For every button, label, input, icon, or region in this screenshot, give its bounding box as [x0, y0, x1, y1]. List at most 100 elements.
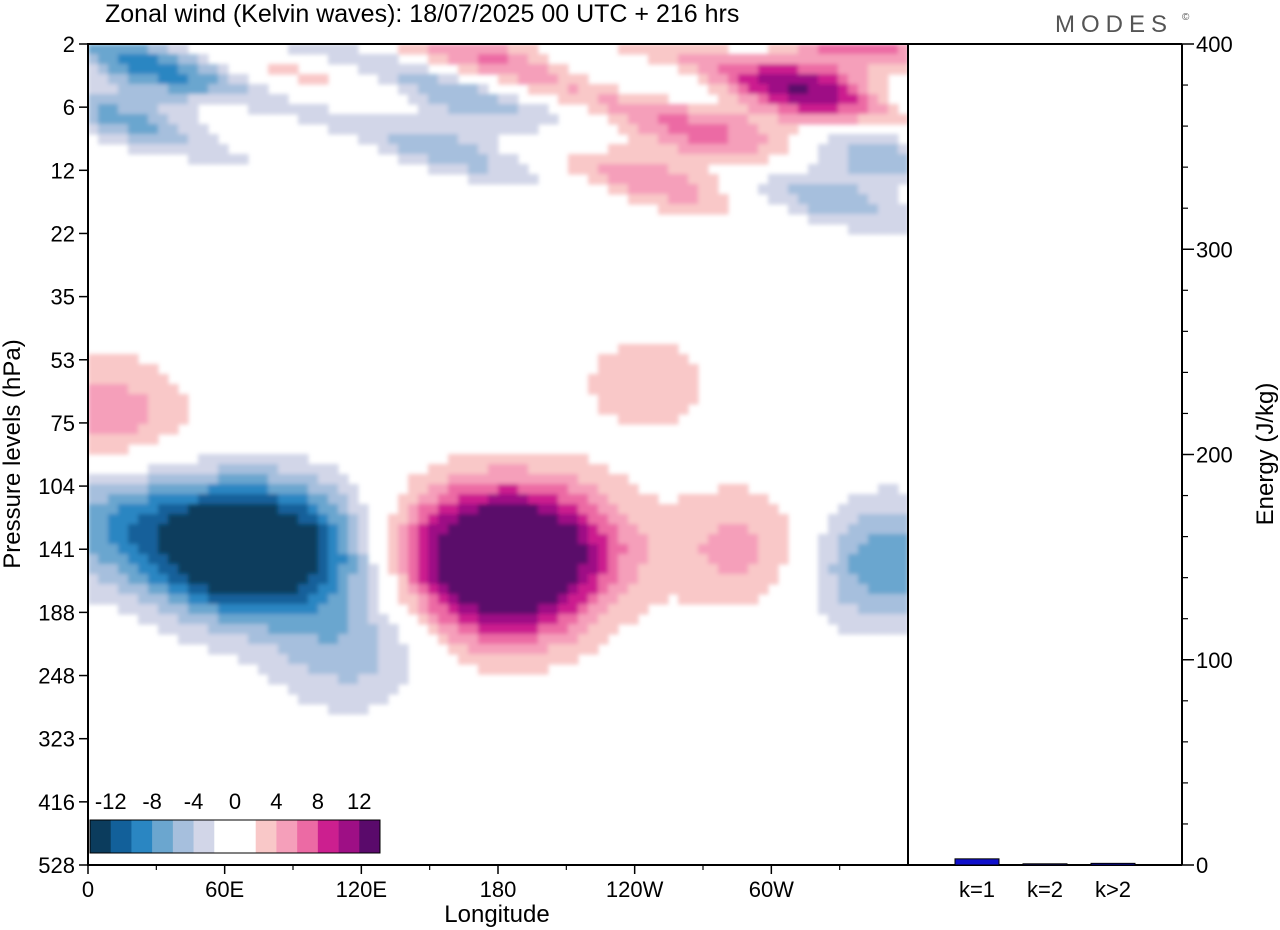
- heatmap-cell: [478, 454, 489, 465]
- heatmap-cell: [668, 124, 679, 135]
- heatmap-cell: [538, 494, 549, 505]
- heatmap-cell: [168, 524, 179, 535]
- heatmap-cell: [208, 84, 219, 95]
- heatmap-cell: [448, 94, 459, 105]
- heatmap-cell: [428, 604, 439, 615]
- heatmap-cell: [878, 174, 889, 185]
- heatmap-cell: [208, 64, 219, 75]
- heatmap-cell: [728, 94, 739, 105]
- heatmap-cell: [88, 114, 99, 125]
- heatmap-cell: [438, 584, 449, 595]
- heatmap-cell: [258, 614, 269, 625]
- heatmap-cell: [758, 124, 769, 135]
- heatmap-cell: [838, 544, 849, 555]
- heatmap-cell: [868, 224, 879, 235]
- heatmap-cell: [878, 574, 889, 585]
- heatmap-cell: [698, 64, 709, 75]
- heatmap-cell: [588, 504, 599, 515]
- heatmap-cell: [238, 614, 249, 625]
- heatmap-cell: [768, 194, 779, 205]
- heatmap-cell: [758, 64, 769, 75]
- heatmap-cell: [328, 114, 339, 125]
- heatmap-cell: [768, 554, 779, 565]
- heatmap-cell: [288, 504, 299, 515]
- heatmap-cell: [128, 564, 139, 575]
- heatmap-cell: [598, 514, 609, 525]
- heatmap-cell: [698, 174, 709, 185]
- heatmap-cell: [608, 544, 619, 555]
- heatmap-cell: [248, 634, 259, 645]
- energy-tick-label: 100: [1196, 648, 1233, 673]
- heatmap-cell: [438, 504, 449, 515]
- heatmap-cell: [518, 554, 529, 565]
- heatmap-cell: [708, 54, 719, 65]
- heatmap-cell: [408, 64, 419, 75]
- heatmap-cell: [638, 504, 649, 515]
- heatmap-cell: [718, 124, 729, 135]
- heatmap-cell: [878, 44, 889, 55]
- heatmap-cell: [688, 124, 699, 135]
- heatmap-cell: [688, 104, 699, 115]
- heatmap-cell: [118, 544, 129, 555]
- heatmap-cell: [278, 604, 289, 615]
- heatmap-cell: [538, 604, 549, 615]
- heatmap-cell: [618, 564, 629, 575]
- colorbar-label: 4: [270, 789, 282, 814]
- heatmap-cell: [338, 534, 349, 545]
- heatmap-cell: [848, 164, 859, 175]
- heatmap-cell: [468, 624, 479, 635]
- heatmap-cell: [818, 584, 829, 595]
- heatmap-cell: [108, 544, 119, 555]
- heatmap-cell: [528, 594, 539, 605]
- heatmap-cell: [128, 134, 139, 145]
- heatmap-cell: [568, 654, 579, 665]
- heatmap-cell: [288, 574, 299, 585]
- heatmap-cell: [748, 144, 759, 155]
- heatmap-cell: [468, 554, 479, 565]
- heatmap-cell: [358, 634, 369, 645]
- heatmap-cell: [88, 364, 99, 375]
- heatmap-cell: [538, 484, 549, 495]
- heatmap-cell: [138, 124, 149, 135]
- heatmap-cell: [898, 204, 908, 215]
- heatmap-cell: [418, 544, 429, 555]
- heatmap-cell: [268, 454, 279, 465]
- heatmap-cell: [378, 134, 389, 145]
- heatmap-cell: [648, 184, 659, 195]
- heatmap-cell: [898, 574, 908, 585]
- heatmap-cell: [188, 494, 199, 505]
- heatmap-cell: [478, 524, 489, 535]
- heatmap-cell: [618, 164, 629, 175]
- heatmap-cell: [858, 74, 869, 85]
- heatmap-cell: [318, 484, 329, 495]
- heatmap-cell: [438, 94, 449, 105]
- heatmap-cell: [228, 644, 239, 655]
- heatmap-cell: [638, 114, 649, 125]
- heatmap-cell: [438, 154, 449, 165]
- heatmap-cell: [628, 584, 639, 595]
- heatmap-cell: [718, 74, 729, 85]
- heatmap-cell: [848, 174, 859, 185]
- heatmap-cell: [898, 534, 908, 545]
- heatmap-cell: [498, 164, 509, 175]
- heatmap-cell: [398, 114, 409, 125]
- heatmap-cell: [248, 534, 259, 545]
- heatmap-cell: [778, 74, 789, 85]
- heatmap-cell: [508, 494, 519, 505]
- heatmap-cell: [338, 564, 349, 575]
- heatmap-cell: [768, 564, 779, 575]
- heatmap-cell: [638, 44, 649, 55]
- heatmap-cell: [428, 534, 439, 545]
- heatmap-cell: [238, 504, 249, 515]
- heatmap-cell: [858, 514, 869, 525]
- heatmap-cell: [688, 54, 699, 65]
- heatmap-cell: [648, 414, 659, 425]
- heatmap-cell: [108, 404, 119, 415]
- heatmap-cell: [868, 514, 879, 525]
- heatmap-cell: [498, 584, 509, 595]
- heatmap-cell: [648, 194, 659, 205]
- heatmap-cell: [718, 84, 729, 95]
- heatmap-cell: [118, 404, 129, 415]
- heatmap-cell: [728, 134, 739, 145]
